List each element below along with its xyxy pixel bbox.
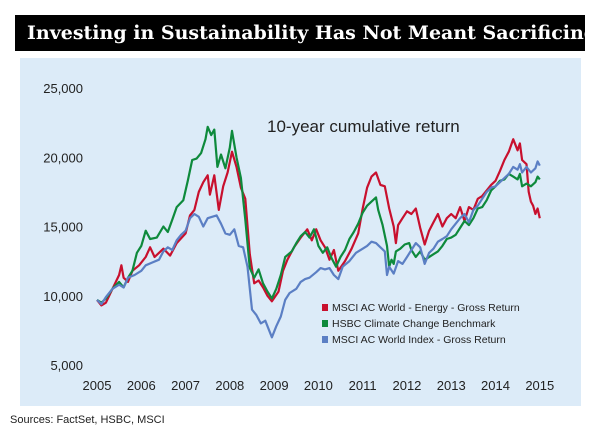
x-tick-label: 2014 [481, 378, 510, 393]
inner-chart-title: 10-year cumulative return [267, 117, 460, 136]
x-tick-label: 2008 [215, 378, 244, 393]
y-tick-label: 25,000 [43, 81, 83, 96]
legend-label: MSCI AC World Index - Gross Return [332, 334, 506, 346]
y-tick-label: 20,000 [43, 150, 83, 165]
x-tick-label: 2015 [525, 378, 554, 393]
y-tick-label: 10,000 [43, 289, 83, 304]
x-tick-label: 2007 [171, 378, 200, 393]
x-tick-label: 2013 [437, 378, 466, 393]
series-line-1 [96, 138, 541, 307]
source-note: Sources: FactSet, HSBC, MSCI [10, 414, 165, 426]
legend: MSCI AC World - Energy - Gross Return HSB… [322, 302, 520, 346]
series-lines [96, 125, 541, 339]
y-tick-label: 5,000 [50, 358, 83, 373]
series-line-2 [96, 125, 541, 304]
chart-panel: 5,000 10,000 15,000 20,000 25,000 2005 2006 20… [20, 58, 581, 406]
legend-swatch [322, 304, 328, 311]
x-tick-label: 2006 [127, 378, 156, 393]
legend-label: MSCI AC World - Energy - Gross Return [332, 302, 520, 314]
x-tick-label: 2011 [349, 378, 377, 393]
x-tick-label: 2010 [304, 378, 333, 393]
legend-swatch [322, 336, 328, 343]
y-axis-ticks: 5,000 10,000 15,000 20,000 25,000 [43, 81, 83, 373]
x-tick-label: 2012 [392, 378, 421, 393]
x-tick-label: 2009 [260, 378, 289, 393]
x-axis-ticks: 2005 2006 2007 2008 2009 2010 2011 2012 2013 2014… [83, 378, 555, 393]
x-tick-label: 2005 [83, 378, 112, 393]
chart-title-bar: Investing in Sustainability Has Not Mean… [15, 15, 585, 51]
chart-heading: Investing in Sustainability Has Not Mean… [27, 22, 585, 44]
series-line-3 [96, 160, 541, 339]
y-tick-label: 15,000 [43, 220, 83, 235]
legend-label: HSBC Climate Change Benchmark [332, 318, 496, 330]
legend-swatch [322, 320, 328, 327]
